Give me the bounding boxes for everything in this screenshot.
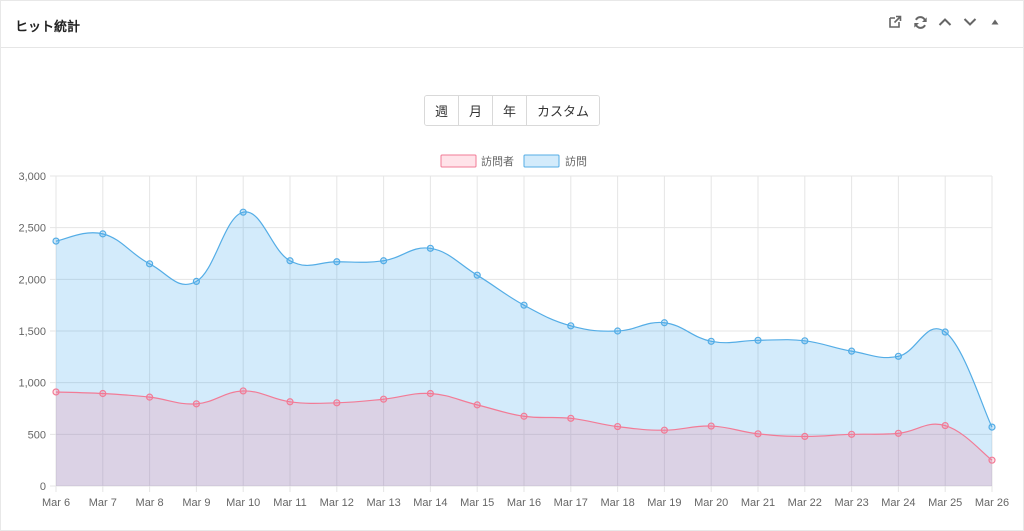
point-visitors[interactable] — [239, 387, 247, 395]
y-tick-label: 1,500 — [18, 326, 46, 338]
chart-areas — [56, 211, 992, 486]
y-tick-label: 2,000 — [18, 274, 46, 286]
chart-axes: 0 500 1,000 1,500 2,000 2,500 3,000 Mar 6 Mar 7 M… — [18, 171, 1009, 509]
refresh-icon[interactable] — [912, 14, 928, 30]
point-visitors[interactable] — [894, 429, 903, 437]
panel-title: ヒット統計 — [15, 20, 81, 35]
chevron-down-icon[interactable] — [962, 14, 978, 30]
area-visitors — [56, 390, 992, 486]
chevron-up-icon[interactable] — [937, 14, 953, 30]
point-visitors[interactable] — [99, 389, 107, 398]
point-visits[interactable] — [988, 423, 996, 431]
point-visits[interactable] — [567, 322, 575, 330]
external-link-icon[interactable] — [887, 14, 903, 30]
x-tick-label: Mar 8 — [136, 497, 164, 509]
point-visitors[interactable] — [192, 400, 200, 408]
x-tick-label: Mar 26 — [975, 497, 1009, 509]
y-tick-label: 0 — [40, 481, 46, 493]
panel-header: ヒット統計 — [1, 1, 1023, 48]
point-visits[interactable] — [333, 258, 341, 266]
point-visits[interactable] — [894, 352, 903, 360]
range-custom-button[interactable]: カスタム — [527, 96, 600, 125]
range-button-group: 週 月 年 カスタム — [424, 95, 601, 126]
y-tick-label: 2,500 — [18, 223, 46, 235]
panel-tools — [878, 11, 1003, 33]
point-visits[interactable] — [660, 319, 669, 327]
line-visits — [55, 211, 993, 428]
x-tick-label: Mar 9 — [182, 497, 210, 509]
y-tick-label: 1,000 — [18, 378, 46, 390]
point-visitors[interactable] — [146, 393, 154, 401]
x-tick-label: Mar 24 — [881, 497, 915, 509]
collapse-triangle-icon[interactable] — [987, 14, 1003, 30]
x-tick-label: Mar 14 — [413, 497, 447, 509]
x-tick-label: Mar 10 — [226, 497, 260, 509]
point-visitors[interactable] — [333, 399, 341, 407]
range-week-button[interactable]: 週 — [425, 96, 460, 125]
point-visitors[interactable] — [567, 414, 575, 422]
point-visitors[interactable] — [426, 389, 434, 398]
point-visits[interactable] — [146, 260, 154, 268]
x-tick-label: Mar 17 — [554, 497, 588, 509]
point-visits[interactable] — [192, 277, 200, 285]
chart-points — [52, 208, 996, 464]
point-visitors[interactable] — [707, 422, 715, 430]
legend-label-visits[interactable]: 訪問 — [565, 154, 587, 168]
point-visits[interactable] — [286, 257, 294, 265]
point-visits[interactable] — [99, 230, 107, 238]
x-tick-label: Mar 7 — [89, 497, 117, 509]
point-visits[interactable] — [239, 208, 247, 216]
x-tick-label: Mar 20 — [694, 497, 728, 509]
point-visits[interactable] — [613, 327, 622, 335]
legend-swatch-visits[interactable] — [523, 154, 560, 168]
point-visitors[interactable] — [941, 421, 949, 430]
point-visits[interactable] — [801, 337, 809, 345]
x-tick-label: Mar 12 — [320, 497, 354, 509]
x-tick-label: Mar 18 — [600, 497, 634, 509]
range-year-button[interactable]: 年 — [493, 96, 528, 125]
x-tick-label: Mar 23 — [834, 497, 868, 509]
point-visits[interactable] — [520, 301, 528, 309]
x-tick-label: Mar 16 — [507, 497, 541, 509]
y-tick-label: 3,000 — [18, 171, 46, 183]
area-visits — [56, 211, 992, 486]
x-tick-label: Mar 6 — [42, 497, 70, 509]
x-tick-label: Mar 13 — [366, 497, 400, 509]
point-visits[interactable] — [754, 336, 762, 344]
legend-label-visitors[interactable]: 訪問者 — [481, 154, 514, 168]
point-visitors[interactable] — [988, 456, 996, 464]
point-visitors[interactable] — [520, 412, 528, 420]
point-visits[interactable] — [426, 244, 434, 252]
point-visits[interactable] — [847, 347, 856, 355]
point-visits[interactable] — [380, 257, 388, 265]
chart-grid — [50, 175, 993, 492]
legend-swatch-visitors[interactable] — [440, 154, 477, 168]
point-visitors[interactable] — [52, 388, 60, 396]
chart-lines — [55, 211, 993, 461]
point-visitors[interactable] — [380, 395, 388, 403]
point-visitors[interactable] — [286, 398, 294, 406]
chart-legend[interactable]: 訪問者 訪問 — [440, 154, 587, 168]
point-visitors[interactable] — [754, 430, 762, 438]
point-visitors[interactable] — [801, 432, 809, 440]
hit-stats-chart: 0 500 1,000 1,500 2,000 2,500 3,000 Mar 6 Mar 7 M… — [18, 154, 1009, 509]
point-visits[interactable] — [473, 271, 481, 279]
x-tick-label: Mar 11 — [273, 497, 306, 509]
x-tick-label: Mar 15 — [460, 497, 494, 509]
x-tick-label: Mar 19 — [647, 497, 681, 509]
x-tick-label: Mar 21 — [741, 497, 775, 509]
range-month-button[interactable]: 月 — [459, 96, 494, 125]
y-tick-label: 500 — [28, 429, 46, 441]
point-visits[interactable] — [707, 337, 715, 345]
point-visitors[interactable] — [660, 426, 669, 434]
line-visitors — [55, 390, 993, 461]
point-visitors[interactable] — [847, 430, 856, 438]
point-visits[interactable] — [941, 328, 949, 336]
x-tick-label: Mar 25 — [928, 497, 962, 509]
point-visitors[interactable] — [613, 422, 622, 431]
point-visitors[interactable] — [473, 401, 481, 409]
x-tick-label: Mar 22 — [788, 497, 822, 509]
point-visits[interactable] — [52, 237, 60, 245]
